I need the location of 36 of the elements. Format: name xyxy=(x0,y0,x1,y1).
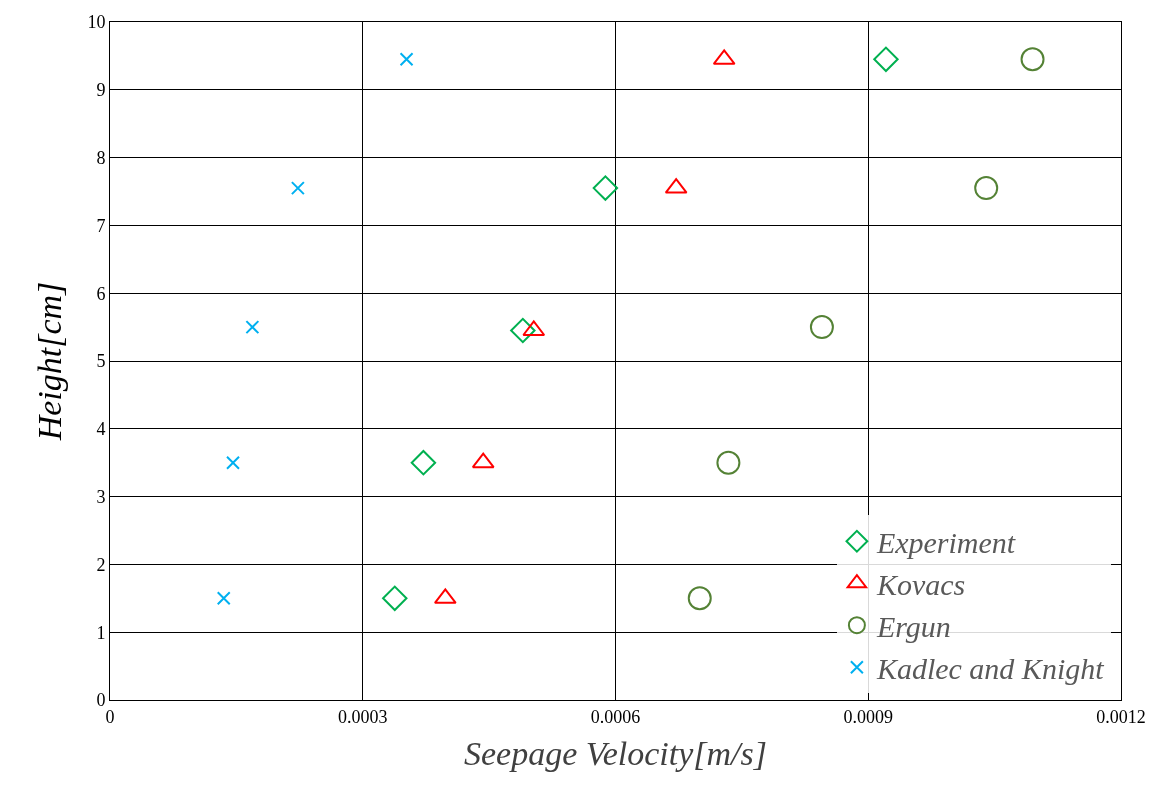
x-tick-label: 0.0003 xyxy=(338,706,388,727)
y-tick-label: 1 xyxy=(96,622,106,643)
point xyxy=(809,315,834,340)
y-tick-label: 5 xyxy=(96,351,106,372)
y-tick-label: 6 xyxy=(96,283,106,304)
point xyxy=(399,52,414,67)
point xyxy=(974,176,999,201)
y-tick-label: 3 xyxy=(96,486,106,507)
x-tick-label: 0.0012 xyxy=(1096,706,1146,727)
y-tick-label: 2 xyxy=(96,554,106,575)
y-tick-label: 8 xyxy=(96,147,106,168)
y-tick-label: 7 xyxy=(96,215,106,236)
point xyxy=(716,450,741,475)
point xyxy=(245,320,260,335)
x-tick-label: 0.0009 xyxy=(843,706,893,727)
point xyxy=(687,586,712,611)
legend-label: Ergun xyxy=(875,609,951,643)
point xyxy=(226,455,241,470)
legend-label: Kadlec and Knight xyxy=(875,651,1105,685)
legend-label: Experiment xyxy=(875,525,1016,559)
y-tick-label: 0 xyxy=(96,690,106,711)
point xyxy=(1020,47,1045,72)
point xyxy=(382,585,408,611)
point xyxy=(510,317,536,344)
point xyxy=(592,175,619,201)
legend-label: Kovacs xyxy=(875,567,966,601)
y-axis-title: Height[cm] xyxy=(31,281,68,442)
y-tick-label: 10 xyxy=(87,12,106,33)
point xyxy=(290,181,305,196)
point xyxy=(873,46,899,72)
x-axis-title: Seepage Velocity[m/s] xyxy=(463,734,768,772)
y-tick-label: 9 xyxy=(96,80,106,101)
y-tick-label: 4 xyxy=(96,419,106,440)
point xyxy=(216,591,231,606)
point xyxy=(410,450,437,476)
x-tick-label: 0.0006 xyxy=(590,706,641,727)
